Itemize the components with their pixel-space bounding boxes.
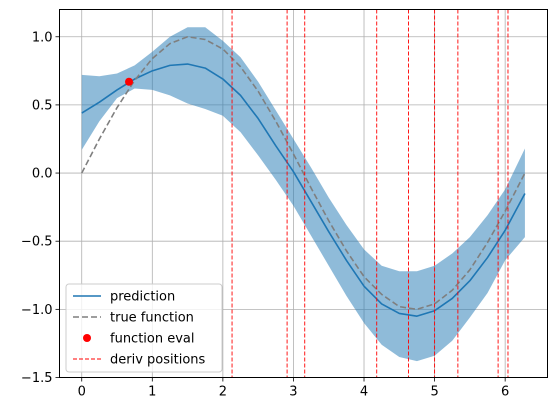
x-tick-label: 2 (219, 385, 227, 400)
legend-label: function eval (110, 332, 195, 347)
x-tick-label: 1 (148, 385, 156, 400)
y-tick-label: −1.5 (21, 371, 53, 386)
y-tick-label: 1.0 (32, 30, 53, 45)
true-function-line (81, 35, 526, 311)
y-tick-label: −0.5 (21, 235, 53, 250)
y-tick-label: −1.0 (21, 303, 53, 318)
function-eval-point (125, 77, 134, 86)
legend-label: deriv positions (110, 353, 206, 368)
legend: prediction true function function eval deri… (65, 283, 223, 373)
plot-area (81, 9, 526, 378)
legend-label: prediction (110, 290, 175, 305)
x-tick-label: 5 (430, 385, 438, 400)
x-tick-label: 3 (289, 385, 297, 400)
legend-label: true function (110, 311, 194, 326)
legend-box (65, 283, 223, 373)
x-tick-label: 4 (360, 385, 368, 400)
y-tick-label: 0.0 (32, 167, 53, 182)
x-tick-label: 6 (501, 385, 509, 400)
prediction-line (81, 63, 526, 317)
axis-ticks: 0 1 2 3 4 5 6 −1.5 −1.0 −0.5 0.0 0.5 1.0 (21, 30, 509, 399)
axes-frame (59, 9, 548, 378)
legend-marker-function-eval (83, 334, 91, 342)
confidence-band (81, 27, 525, 362)
x-tick-label: 0 (78, 385, 86, 400)
y-tick-label: 0.5 (32, 98, 53, 113)
